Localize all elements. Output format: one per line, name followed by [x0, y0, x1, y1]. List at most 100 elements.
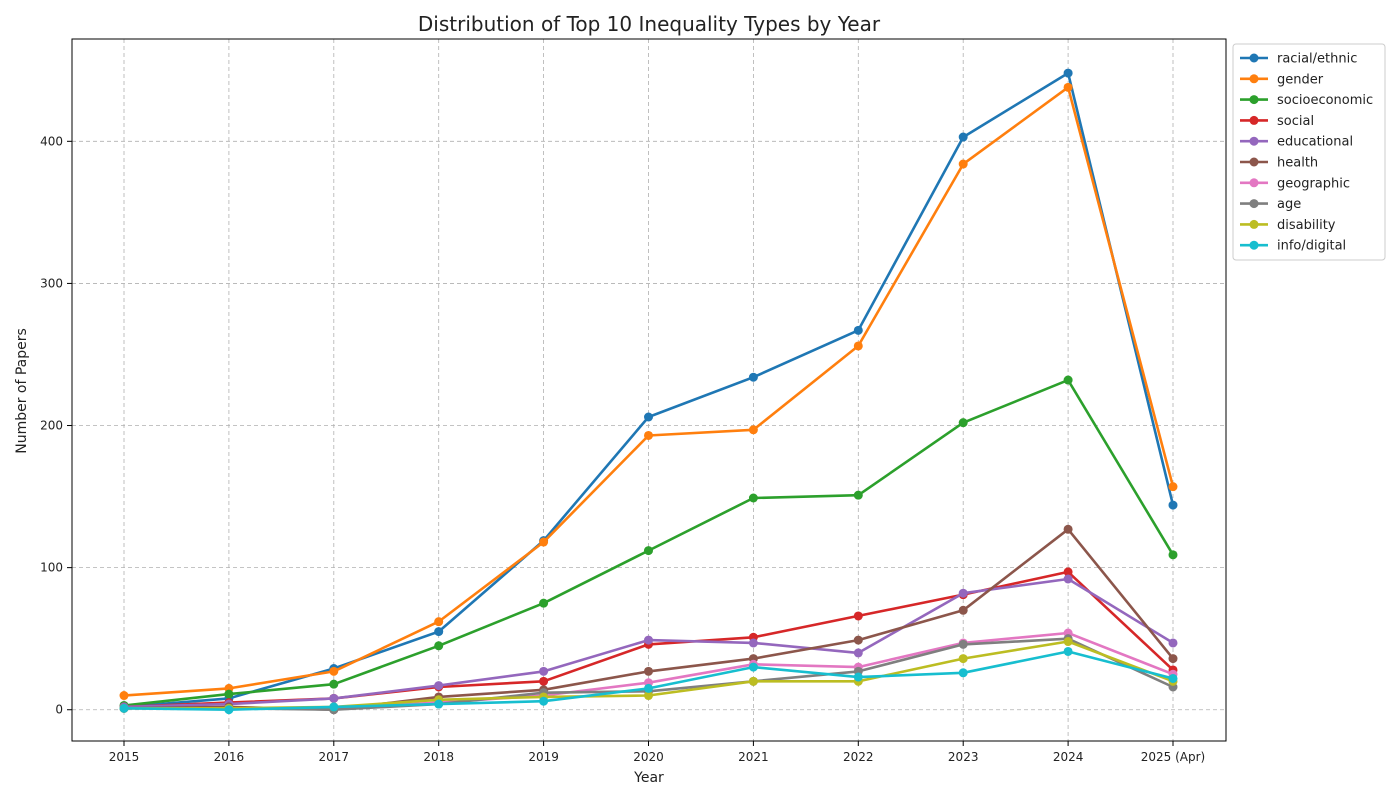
legend-item: gender: [1240, 72, 1324, 87]
y-tick-label: 300: [40, 276, 63, 290]
data-point: [958, 418, 968, 428]
legend-item: socioeconomic: [1240, 93, 1373, 108]
y-tick-label: 200: [40, 419, 63, 433]
data-point: [853, 341, 863, 351]
data-point: [434, 627, 444, 637]
data-point: [1168, 550, 1178, 560]
data-point: [748, 662, 758, 672]
data-point: [958, 132, 968, 142]
series-10: [119, 646, 1178, 715]
data-point: [1063, 524, 1073, 534]
legend-item: health: [1240, 156, 1318, 171]
legend-marker: [1249, 53, 1259, 63]
y-tick-label: 400: [40, 134, 63, 148]
data-point: [1063, 646, 1073, 656]
legend-item: educational: [1240, 135, 1353, 150]
data-point: [119, 703, 129, 713]
data-point: [644, 683, 653, 693]
legend-label: gender: [1277, 72, 1324, 87]
data-point: [119, 691, 129, 701]
data-point: [224, 705, 234, 715]
data-point: [853, 490, 863, 500]
data-point: [1063, 375, 1073, 385]
data-point: [644, 666, 653, 676]
grid: [72, 39, 1226, 741]
x-axis-label: Year: [633, 770, 664, 786]
data-point: [539, 666, 549, 676]
data-point: [958, 654, 968, 664]
legend-label: racial/ethnic: [1277, 52, 1357, 67]
data-point: [329, 666, 339, 676]
legend-item: social: [1240, 114, 1314, 129]
data-point: [539, 598, 549, 608]
y-tick-label: 0: [55, 703, 63, 717]
data-point: [434, 681, 444, 691]
data-point: [1063, 82, 1073, 92]
y-axis-label: Number of Papers: [14, 328, 30, 454]
data-point: [748, 676, 758, 686]
data-point: [1168, 500, 1178, 510]
series-2: [119, 82, 1178, 701]
data-point: [853, 325, 863, 335]
x-tick-label: 2018: [423, 750, 454, 764]
data-point: [644, 430, 653, 440]
legend-marker: [1249, 115, 1259, 125]
data-point: [329, 693, 339, 703]
data-point: [539, 696, 549, 706]
series-layer: [119, 68, 1178, 715]
data-point: [853, 611, 863, 621]
data-point: [853, 635, 863, 645]
data-point: [434, 617, 444, 627]
data-point: [748, 425, 758, 435]
legend-item: racial/ethnic: [1240, 52, 1357, 67]
legend-marker: [1249, 199, 1259, 209]
x-tick-label: 2016: [214, 750, 245, 764]
data-point: [644, 412, 653, 422]
x-tick-label: 2023: [948, 750, 979, 764]
data-point: [958, 668, 968, 678]
legend-item: info/digital: [1240, 239, 1346, 254]
legend-marker: [1249, 74, 1259, 84]
data-point: [748, 638, 758, 648]
data-point: [958, 639, 968, 649]
data-point: [539, 537, 549, 547]
data-point: [224, 689, 234, 699]
legend-label: socioeconomic: [1277, 93, 1373, 108]
data-point: [958, 159, 968, 169]
data-point: [958, 605, 968, 615]
x-tick-label: 2021: [738, 750, 769, 764]
data-point: [539, 676, 549, 686]
data-point: [644, 546, 653, 556]
legend: racial/ethnic gender socioeconomic social ed…: [1232, 43, 1386, 261]
legend-label: info/digital: [1277, 239, 1346, 254]
data-point: [748, 493, 758, 503]
y-tick-label: 100: [40, 561, 63, 575]
data-point: [748, 372, 758, 382]
data-point: [1168, 673, 1178, 683]
legend-marker: [1249, 240, 1259, 250]
y-axis: 0 100 200 300 400: [40, 134, 72, 717]
x-tick-label: 2025 (Apr): [1141, 750, 1205, 764]
data-point: [1063, 574, 1073, 584]
data-point: [853, 648, 863, 658]
legend-box: [1232, 43, 1386, 261]
x-tick-label: 2017: [319, 750, 350, 764]
x-tick-label: 2019: [528, 750, 559, 764]
legend-label: educational: [1277, 135, 1353, 150]
x-tick-label: 2020: [633, 750, 664, 764]
data-point: [1168, 638, 1178, 648]
data-point: [329, 702, 339, 712]
data-point: [1168, 482, 1178, 492]
x-axis: 2015 2016 2017 2018 2019 2020 2021 2022 2023 2024…: [109, 741, 1205, 764]
legend-label: social: [1277, 114, 1314, 129]
legend-label: geographic: [1277, 176, 1350, 191]
data-point: [434, 641, 444, 651]
data-point: [1168, 654, 1178, 664]
legend-item: disability: [1240, 218, 1336, 233]
legend-item: geographic: [1240, 176, 1350, 191]
data-point: [1063, 68, 1073, 78]
legend-label: health: [1277, 156, 1318, 171]
legend-label: disability: [1277, 218, 1336, 233]
x-tick-label: 2015: [109, 750, 140, 764]
